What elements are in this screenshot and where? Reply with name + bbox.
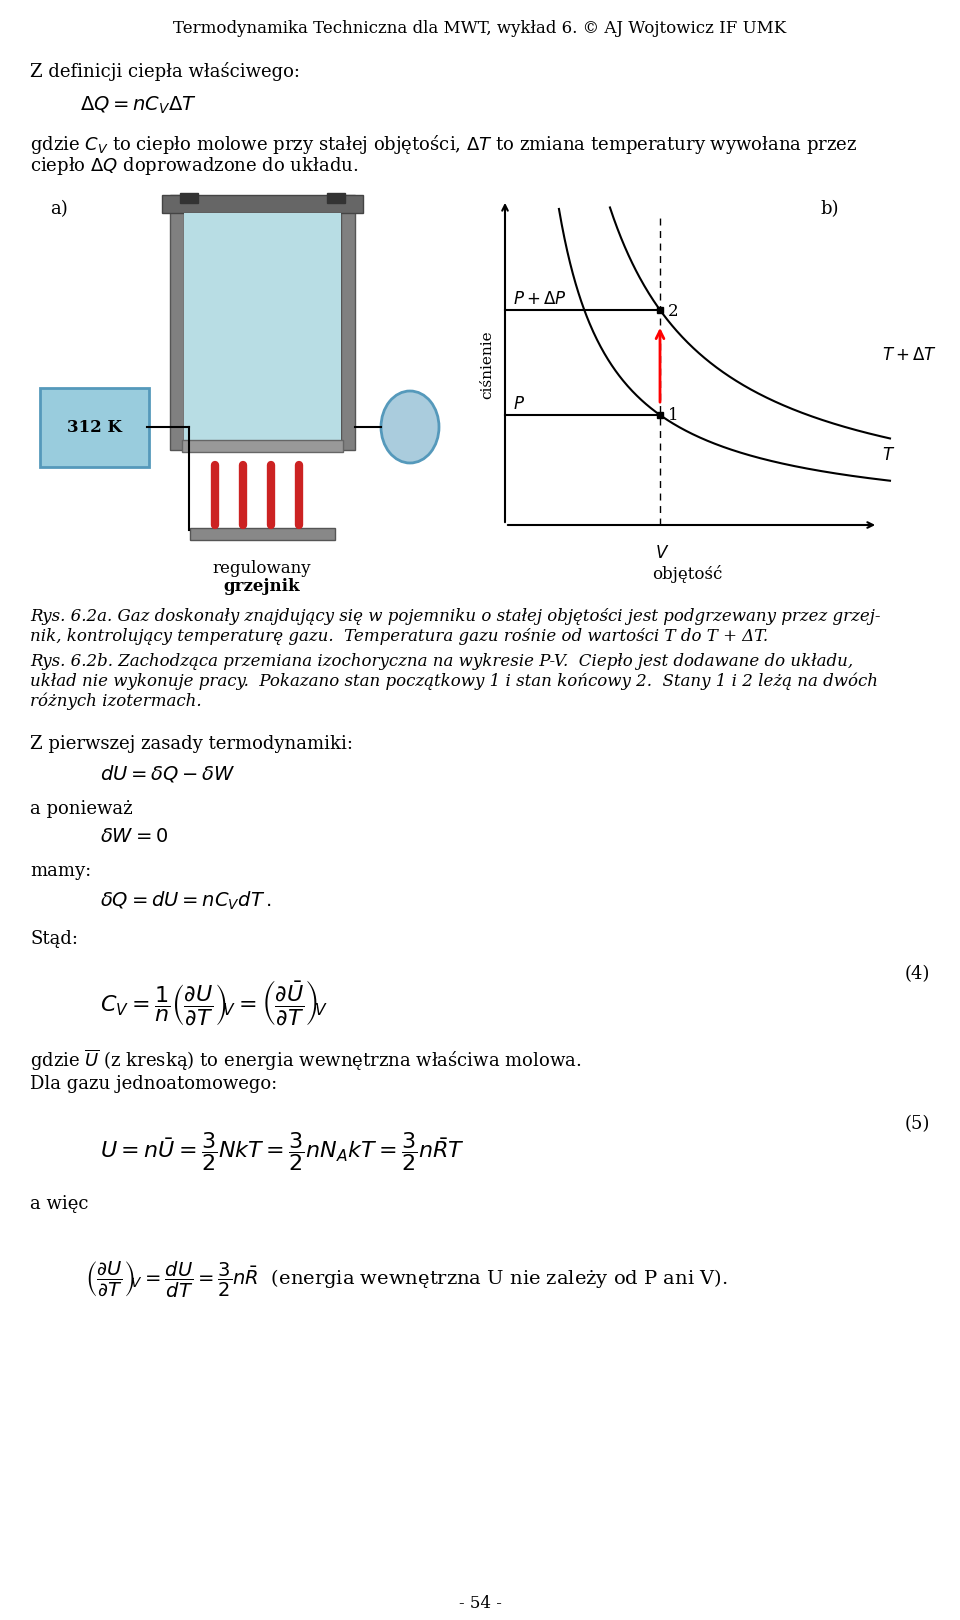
Text: nik, kontrolujący temperaturę gazu.  Temperatura gazu rośnie od wartości T do T : nik, kontrolujący temperaturę gazu. Temp…	[30, 629, 768, 645]
Text: układ nie wykonuje pracy.  Pokazano stan początkowy 1 i stan końcowy 2.  Stany 1: układ nie wykonuje pracy. Pokazano stan …	[30, 672, 878, 690]
FancyBboxPatch shape	[40, 389, 149, 467]
Bar	[190, 528, 335, 539]
Text: gdzie $C_V$ to ciepło molowe przy stałej objętości, $\Delta T$ to zmiana tempera: gdzie $C_V$ to ciepło molowe przy stałej…	[30, 133, 857, 156]
Text: $\left(\dfrac{\partial U}{\partial T}\right)_{\!\!V}= \dfrac{dU}{dT} = \dfrac{3}: $\left(\dfrac{\partial U}{\partial T}\ri…	[85, 1260, 728, 1301]
Text: $C_V = \dfrac{1}{n}\left(\dfrac{\partial U}{\partial T}\right)_{\!\!V}= \left(\d: $C_V = \dfrac{1}{n}\left(\dfrac{\partial…	[100, 978, 328, 1027]
Bar	[170, 194, 184, 450]
Text: różnych izotermach.: różnych izotermach.	[30, 693, 202, 711]
Text: b): b)	[820, 199, 838, 219]
Text: a ponieważ: a ponieważ	[30, 800, 132, 818]
Text: $U = n\bar{U} = \dfrac{3}{2}NkT = \dfrac{3}{2}nN_A kT = \dfrac{3}{2}n\bar{R}T$: $U = n\bar{U} = \dfrac{3}{2}NkT = \dfrac…	[100, 1131, 465, 1173]
Text: regulowany: regulowany	[213, 561, 311, 577]
Bar	[180, 193, 198, 202]
Text: Rys. 6.2b. Zachodząca przemiana izochoryczna na wykresie P-V.  Ciepło jest dodaw: Rys. 6.2b. Zachodząca przemiana izochory…	[30, 653, 853, 671]
Text: Z pierwszej zasady termodynamiki:: Z pierwszej zasady termodynamiki:	[30, 735, 353, 753]
Text: a): a)	[50, 199, 68, 219]
Text: objętość: objętość	[652, 565, 722, 583]
Text: $T$: $T$	[882, 447, 896, 463]
Text: 1: 1	[668, 408, 679, 424]
Text: Dla gazu jednoatomowego:: Dla gazu jednoatomowego:	[30, 1076, 277, 1094]
Text: (4): (4)	[904, 966, 930, 983]
Text: Stąd:: Stąd:	[30, 930, 78, 948]
Text: $\delta W = 0$: $\delta W = 0$	[100, 828, 168, 846]
Text: (5): (5)	[904, 1115, 930, 1132]
Text: $P$: $P$	[513, 395, 525, 413]
Text: 312 K: 312 K	[66, 418, 121, 436]
Text: - 54 -: - 54 -	[459, 1596, 501, 1612]
Bar	[162, 194, 363, 212]
Text: $T + \Delta T$: $T + \Delta T$	[882, 347, 937, 363]
Text: grzejnik: grzejnik	[224, 578, 300, 595]
Bar	[184, 212, 341, 441]
Text: $P + \Delta P$: $P + \Delta P$	[513, 292, 566, 308]
Text: Termodynamika Techniczna dla MWT, wykład 6. © AJ Wojtowicz IF UMK: Termodynamika Techniczna dla MWT, wykład…	[174, 19, 786, 37]
Text: a więc: a więc	[30, 1196, 88, 1213]
Text: $\Delta Q = nC_V\Delta T$: $\Delta Q = nC_V\Delta T$	[80, 96, 197, 117]
Bar	[341, 194, 355, 450]
Bar	[182, 441, 343, 452]
Text: ciepło $\Delta Q$ doprowadzone do układu.: ciepło $\Delta Q$ doprowadzone do układu…	[30, 156, 358, 177]
Text: $V$: $V$	[655, 544, 669, 562]
Text: Z definicji ciepła właściwego:: Z definicji ciepła właściwego:	[30, 62, 300, 81]
Text: mamy:: mamy:	[30, 862, 91, 880]
Ellipse shape	[381, 390, 439, 463]
Text: ciśnienie: ciśnienie	[480, 330, 494, 399]
Text: $\delta Q = dU = nC_V dT\,.$: $\delta Q = dU = nC_V dT\,.$	[100, 889, 272, 912]
Text: 2: 2	[668, 303, 679, 319]
Text: $dU = \delta Q - \delta W$: $dU = \delta Q - \delta W$	[100, 763, 235, 784]
Text: Rys. 6.2a. Gaz doskonały znajdujący się w pojemniku o stałej objętości jest podg: Rys. 6.2a. Gaz doskonały znajdujący się …	[30, 608, 880, 625]
Bar	[327, 193, 345, 202]
Text: gdzie $\overline{U}$ (z kreską) to energia wewnętrzna właściwa molowa.: gdzie $\overline{U}$ (z kreską) to energ…	[30, 1048, 582, 1074]
